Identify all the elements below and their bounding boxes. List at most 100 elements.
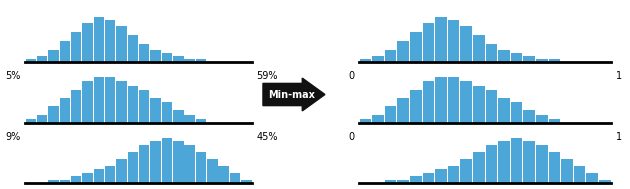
Bar <box>162 102 172 123</box>
Bar <box>549 119 560 123</box>
Bar <box>219 166 229 183</box>
Bar <box>486 145 497 183</box>
Bar <box>372 56 384 62</box>
Bar <box>105 166 115 183</box>
Bar <box>196 119 206 123</box>
Bar <box>435 17 447 62</box>
Text: 1: 1 <box>616 71 622 81</box>
Bar <box>587 173 598 183</box>
Bar <box>360 119 371 123</box>
Bar <box>128 35 138 62</box>
Bar <box>385 180 396 183</box>
Bar <box>49 50 59 62</box>
Bar <box>549 59 560 62</box>
Bar <box>105 20 115 62</box>
Bar <box>230 173 240 183</box>
Bar <box>94 17 104 62</box>
Bar <box>83 173 93 183</box>
Bar <box>410 176 421 183</box>
Text: 9%: 9% <box>6 132 21 142</box>
Bar <box>385 106 396 123</box>
Bar <box>536 59 547 62</box>
Bar <box>385 50 396 62</box>
Bar <box>128 152 138 183</box>
Bar <box>128 86 138 123</box>
Bar <box>60 41 70 62</box>
Bar <box>435 169 447 183</box>
Bar <box>461 159 472 183</box>
Bar <box>139 44 149 62</box>
Bar <box>561 159 573 183</box>
Bar <box>117 81 127 123</box>
Bar <box>498 50 510 62</box>
Bar <box>49 106 59 123</box>
Bar <box>26 59 36 62</box>
Bar <box>71 90 81 123</box>
Bar <box>83 23 93 62</box>
Bar <box>448 20 459 62</box>
Bar <box>139 90 149 123</box>
Bar <box>372 115 384 123</box>
Bar <box>105 77 115 123</box>
Bar <box>549 152 560 183</box>
Bar <box>117 26 127 62</box>
Bar <box>185 115 195 123</box>
Bar <box>60 98 70 123</box>
Bar <box>71 32 81 62</box>
Bar <box>26 119 36 123</box>
Bar <box>498 98 510 123</box>
Bar <box>162 138 172 183</box>
Bar <box>398 180 409 183</box>
Text: 5%: 5% <box>5 71 21 81</box>
Bar <box>83 81 93 123</box>
Bar <box>37 115 47 123</box>
Bar <box>410 32 421 62</box>
Bar <box>151 98 161 123</box>
Bar <box>94 77 104 123</box>
Bar <box>94 169 104 183</box>
Bar <box>461 81 472 123</box>
Bar <box>423 81 434 123</box>
Text: 0: 0 <box>348 71 354 81</box>
Bar <box>473 152 484 183</box>
Bar <box>448 77 459 123</box>
Text: 1: 1 <box>616 132 622 142</box>
Bar <box>398 41 409 62</box>
Bar <box>599 180 610 183</box>
Bar <box>435 77 447 123</box>
Bar <box>185 59 195 62</box>
Text: 0: 0 <box>348 132 354 142</box>
Text: Min-max: Min-max <box>268 90 315 99</box>
Bar <box>162 53 172 62</box>
Bar <box>185 145 195 183</box>
Bar <box>241 180 251 183</box>
Bar <box>511 138 522 183</box>
Bar <box>498 141 510 183</box>
Bar <box>473 86 484 123</box>
Bar <box>60 180 70 183</box>
Bar <box>461 26 472 62</box>
Bar <box>49 180 59 183</box>
Bar <box>486 90 497 123</box>
Text: 59%: 59% <box>256 71 278 81</box>
Bar <box>139 145 149 183</box>
Bar <box>423 23 434 62</box>
Bar <box>423 173 434 183</box>
Bar <box>448 166 459 183</box>
Bar <box>37 56 47 62</box>
Bar <box>71 176 81 183</box>
Bar <box>151 50 161 62</box>
Bar <box>398 98 409 123</box>
Bar <box>117 159 127 183</box>
Bar <box>196 152 206 183</box>
Bar <box>207 159 217 183</box>
Bar <box>524 110 535 123</box>
Bar <box>151 141 161 183</box>
Bar <box>524 56 535 62</box>
Bar <box>536 145 547 183</box>
Bar <box>511 53 522 62</box>
Bar <box>360 59 371 62</box>
Bar <box>410 90 421 123</box>
Bar <box>173 56 183 62</box>
Bar <box>196 59 206 62</box>
